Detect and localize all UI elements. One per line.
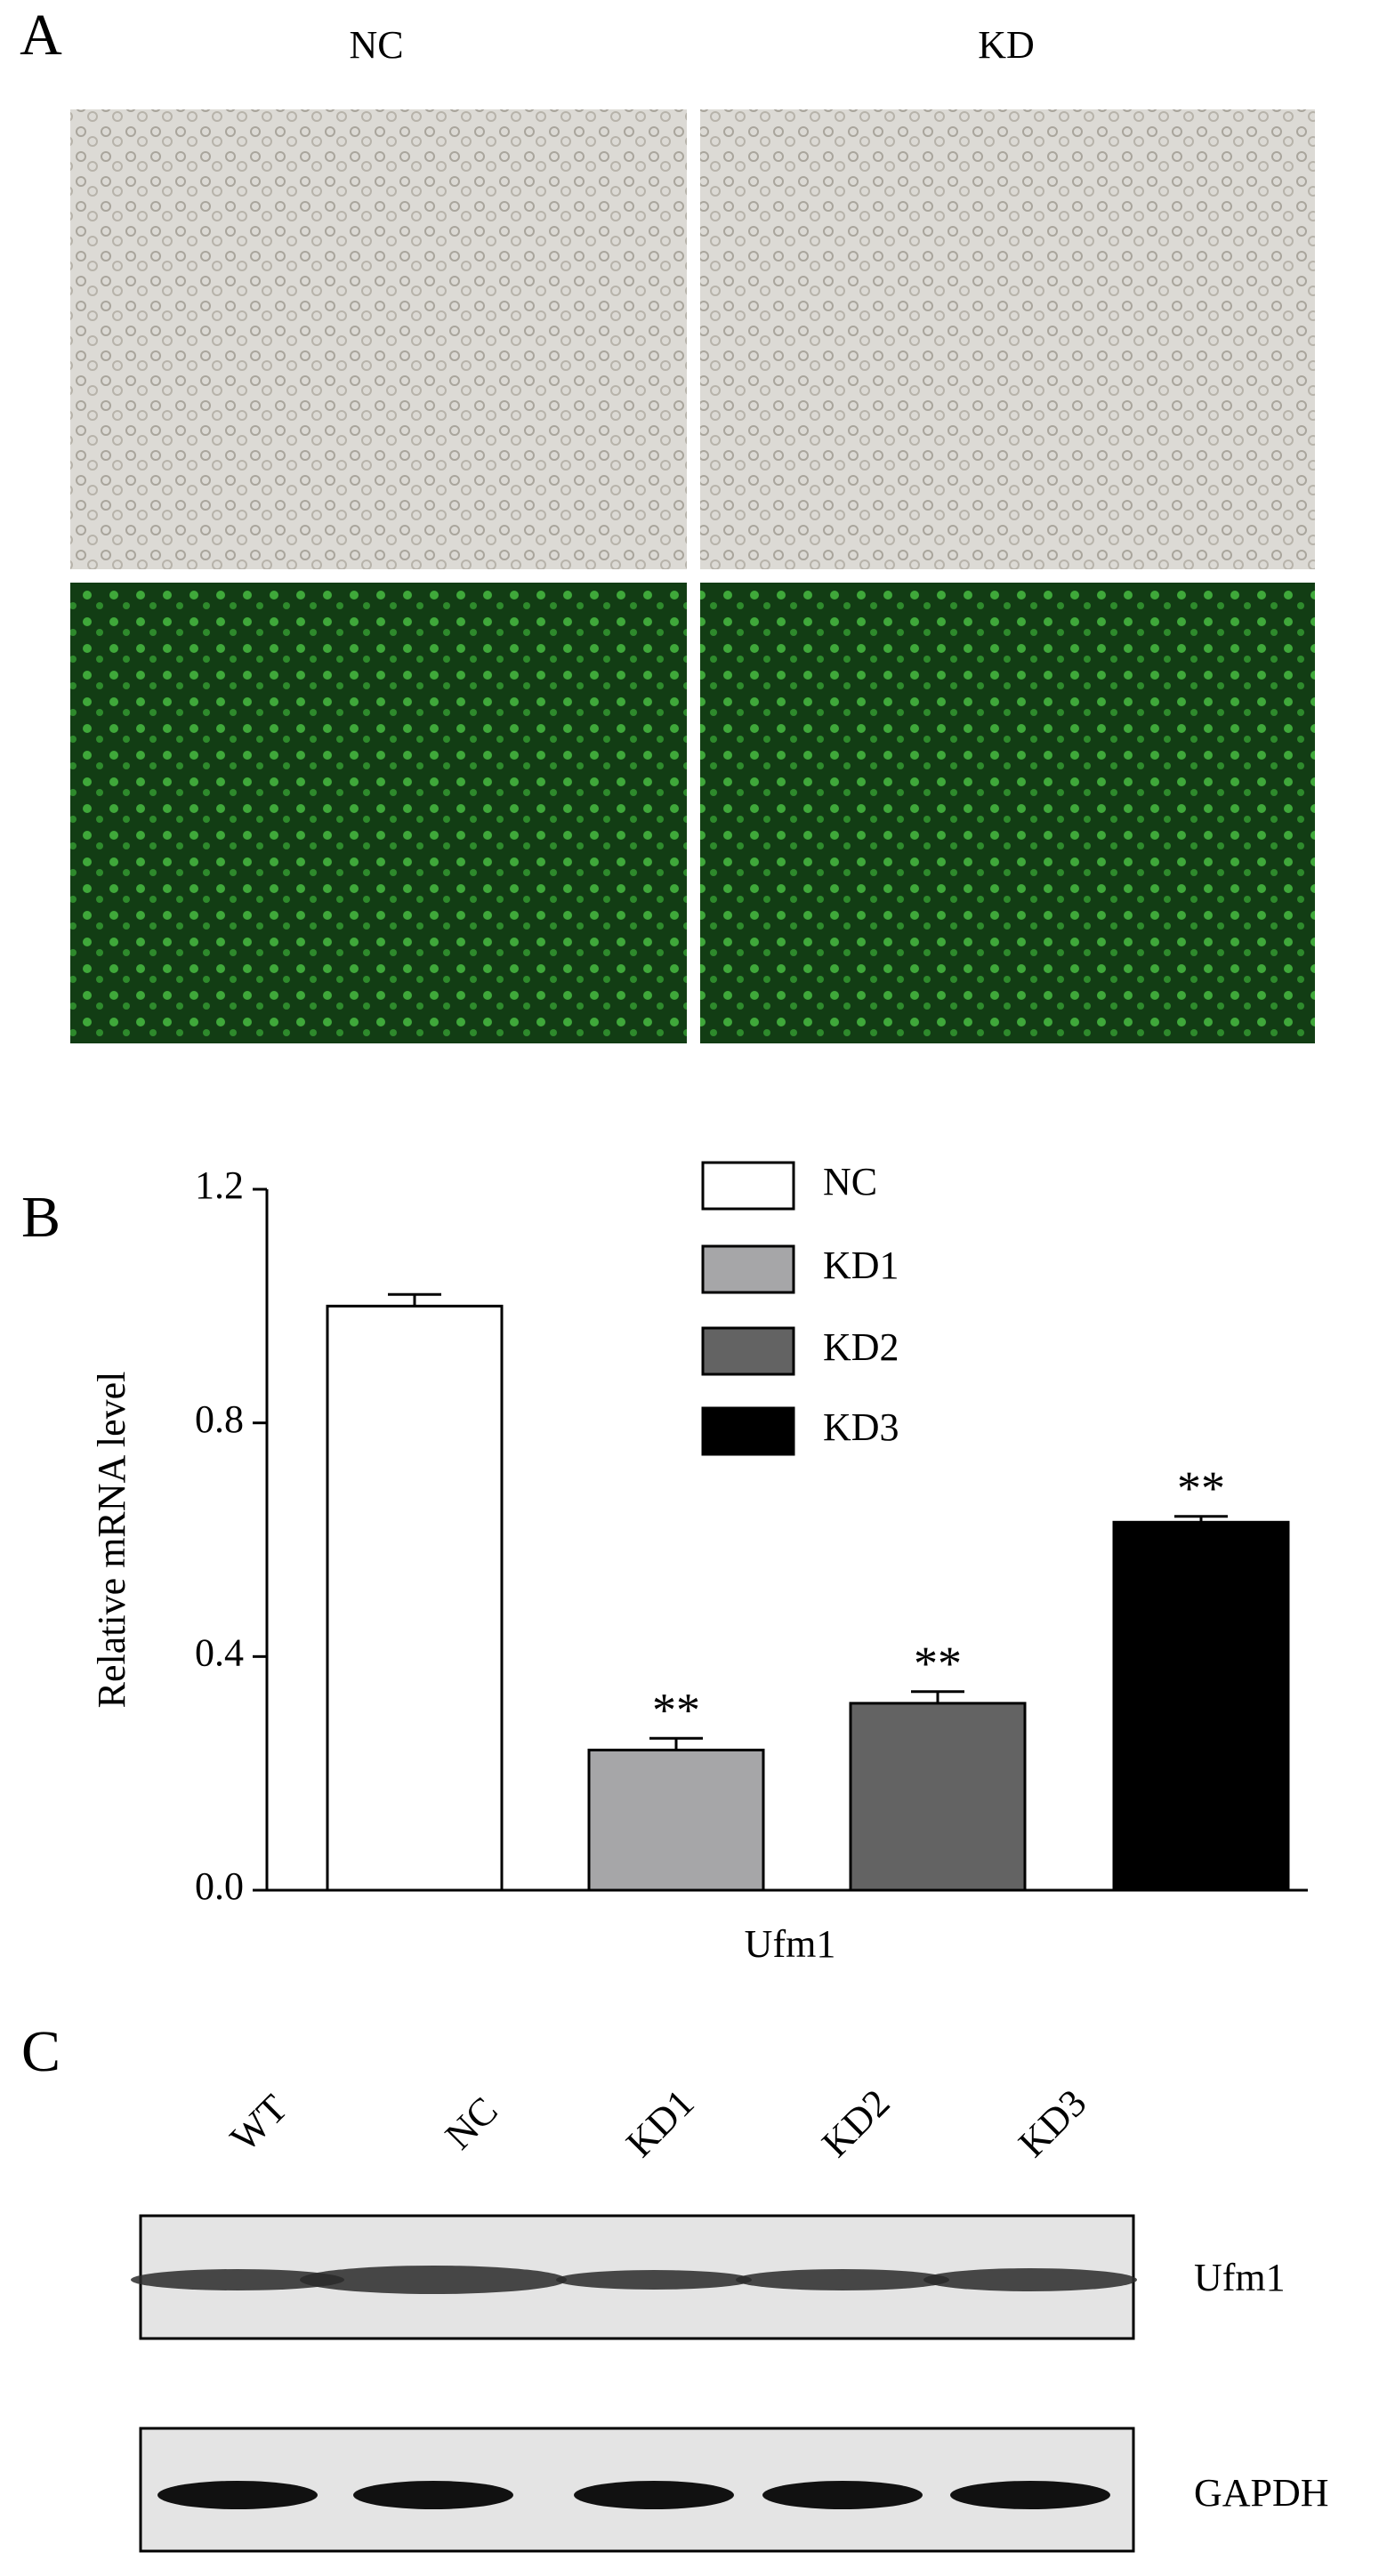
significance: ** [914, 1637, 962, 1690]
lane-label: KD3 [1010, 2081, 1094, 2165]
band [131, 2269, 344, 2290]
band [353, 2481, 513, 2509]
band [157, 2481, 318, 2509]
bar [1112, 1520, 1290, 1892]
lane-label: WT [222, 2086, 295, 2160]
fluorescence-image [70, 583, 687, 1043]
legend-label: KD3 [823, 1405, 899, 1449]
y-tick-label: 0.4 [195, 1630, 244, 1674]
x-axis-label: Ufm1 [745, 1922, 836, 1966]
error-bar [388, 1292, 441, 1307]
fluorescence-image [700, 583, 1315, 1043]
y-tick-label: 1.2 [195, 1163, 244, 1207]
legend-swatch [701, 1326, 795, 1376]
panel-label: A [20, 3, 62, 68]
panel-label: B [21, 1185, 60, 1250]
lane-label: KD1 [617, 2081, 702, 2165]
y-tick-label: 0.0 [195, 1864, 244, 1908]
bar [587, 1748, 765, 1892]
band-label: Ufm1 [1194, 2256, 1286, 2299]
legend-swatch [701, 1406, 795, 1456]
legend-label: KD1 [823, 1244, 899, 1287]
panel-label: C [21, 2019, 60, 2084]
significance: ** [1177, 1461, 1225, 1515]
y-tick-label: 0.8 [195, 1397, 244, 1441]
band [300, 2266, 567, 2294]
band [574, 2481, 734, 2509]
error-bar [649, 1736, 703, 1751]
band [736, 2269, 949, 2290]
bar [326, 1304, 504, 1892]
legend-swatch [701, 1244, 795, 1294]
band [923, 2268, 1137, 2291]
error-bar [911, 1690, 964, 1703]
band [556, 2270, 752, 2290]
legend-swatch [701, 1161, 795, 1211]
lane-label: KD2 [813, 2081, 898, 2165]
legend-label: NC [823, 1160, 877, 1203]
column-label: NC [349, 23, 403, 67]
bar [849, 1702, 1027, 1892]
error-bar [1174, 1515, 1228, 1523]
brightfield-image [700, 109, 1315, 569]
significance: ** [652, 1684, 700, 1737]
column-label: KD [978, 23, 1035, 67]
legend-label: KD2 [823, 1325, 899, 1369]
band [950, 2481, 1110, 2509]
band-label: GAPDH [1194, 2471, 1329, 2515]
y-axis-label: Relative mRNA level [90, 1372, 133, 1709]
band [762, 2481, 923, 2509]
lane-label: NC [437, 2089, 506, 2158]
brightfield-image [70, 109, 687, 569]
